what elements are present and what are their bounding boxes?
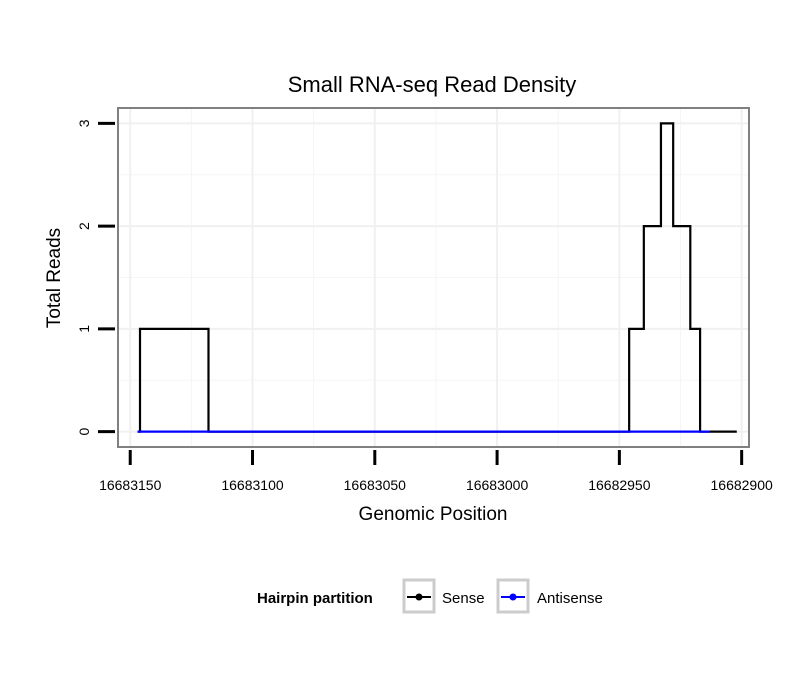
x-tick-label: 16682900 (711, 477, 774, 493)
legend-title: Hairpin partition (257, 590, 373, 607)
y-tick-label: 1 (76, 325, 92, 333)
legend-label-antisense: Antisense (537, 590, 603, 607)
y-tick-label: 3 (76, 119, 92, 127)
y-tick-label: 0 (76, 427, 92, 435)
plot-panel-border (117, 107, 750, 448)
chart-title: Small RNA-seq Read Density (288, 72, 577, 97)
x-tick-label: 16683150 (99, 477, 162, 493)
y-axis-title: Total Reads (44, 228, 65, 328)
x-tick-label: 16682950 (588, 477, 651, 493)
x-axis: 16683150 16683100 16683050 16683000 16682950… (99, 450, 773, 493)
plot-series-layer (137, 122, 737, 433)
y-axis: 0 1 2 3 (76, 119, 115, 435)
legend-label-sense: Sense (442, 590, 485, 607)
x-axis-title: Genomic Position (359, 504, 508, 525)
y-tick-label: 2 (76, 222, 92, 230)
x-tick-label: 16683050 (344, 477, 407, 493)
legend: Hairpin partition Sense Antisense (257, 578, 603, 614)
legend-swatch-point-antisense (509, 593, 517, 601)
legend-swatch-point-sense (415, 593, 423, 601)
x-tick-label: 16683000 (466, 477, 529, 493)
series-line-sense (137, 122, 737, 433)
x-tick-label: 16683100 (221, 477, 284, 493)
